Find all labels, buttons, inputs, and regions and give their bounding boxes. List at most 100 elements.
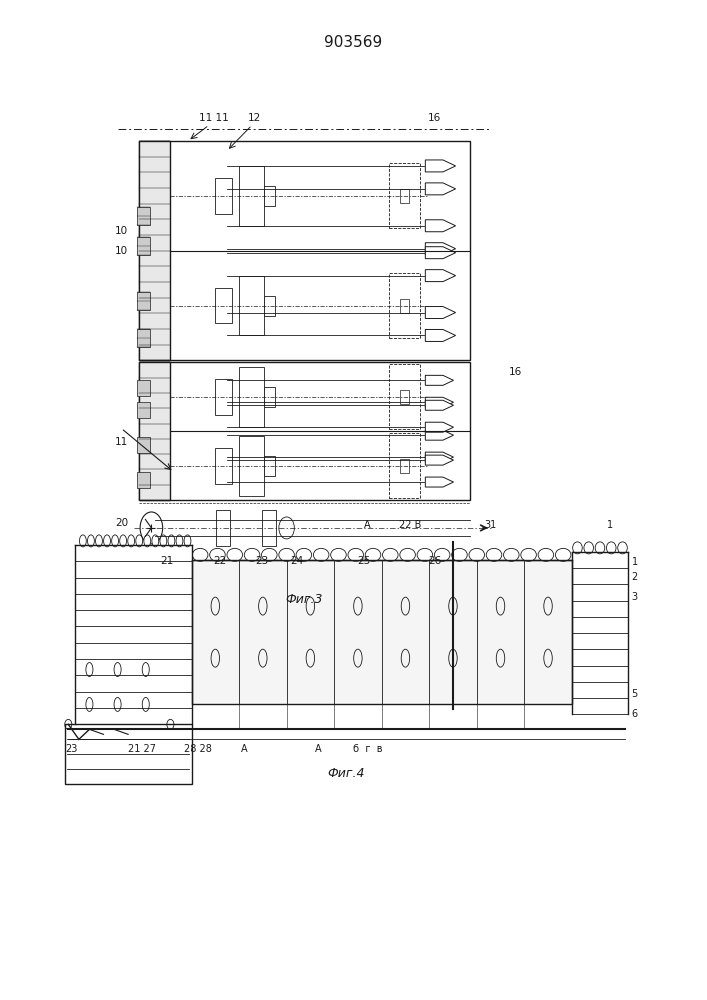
Bar xyxy=(137,380,150,396)
Text: 20: 20 xyxy=(115,518,128,528)
Bar xyxy=(239,276,264,335)
Text: 23: 23 xyxy=(65,744,77,754)
Bar xyxy=(215,288,232,323)
Ellipse shape xyxy=(152,535,159,547)
Bar xyxy=(139,362,170,500)
Text: 26: 26 xyxy=(428,556,441,566)
Text: 24: 24 xyxy=(291,556,304,566)
Ellipse shape xyxy=(486,548,502,561)
Bar xyxy=(215,178,232,214)
Text: A: A xyxy=(315,744,322,754)
Text: Фиг.4: Фиг.4 xyxy=(328,767,366,780)
Text: б  г  в: б г в xyxy=(354,744,383,754)
FancyArrow shape xyxy=(426,307,455,319)
Text: 21: 21 xyxy=(160,556,173,566)
Bar xyxy=(139,141,469,360)
Bar xyxy=(239,367,264,427)
Ellipse shape xyxy=(88,535,94,547)
Text: 28 28: 28 28 xyxy=(185,744,212,754)
Ellipse shape xyxy=(95,535,103,547)
FancyArrow shape xyxy=(426,375,453,385)
Ellipse shape xyxy=(469,548,484,561)
Ellipse shape xyxy=(607,542,616,554)
Text: A: A xyxy=(241,744,247,754)
Bar xyxy=(264,456,274,476)
Bar xyxy=(264,387,274,407)
Bar xyxy=(239,166,264,226)
Ellipse shape xyxy=(417,548,433,561)
Ellipse shape xyxy=(136,535,143,547)
FancyArrow shape xyxy=(426,270,455,282)
FancyArrow shape xyxy=(426,183,455,195)
Text: 3: 3 xyxy=(631,592,638,602)
Ellipse shape xyxy=(584,542,593,554)
Bar xyxy=(137,329,150,347)
Ellipse shape xyxy=(279,548,294,561)
Ellipse shape xyxy=(366,548,381,561)
Ellipse shape xyxy=(227,548,243,561)
FancyArrow shape xyxy=(426,455,453,465)
Bar xyxy=(137,437,150,453)
Text: 10: 10 xyxy=(115,226,128,236)
Bar xyxy=(139,362,469,500)
Bar xyxy=(399,390,409,404)
Ellipse shape xyxy=(79,535,86,547)
Ellipse shape xyxy=(210,548,226,561)
Ellipse shape xyxy=(521,548,537,561)
Ellipse shape xyxy=(313,548,329,561)
Text: 6: 6 xyxy=(631,709,638,719)
Bar xyxy=(215,379,232,415)
FancyArrow shape xyxy=(426,430,453,440)
Bar xyxy=(239,436,264,496)
Ellipse shape xyxy=(192,548,208,561)
Text: 31: 31 xyxy=(485,520,497,530)
FancyArrow shape xyxy=(426,400,453,410)
Text: 1: 1 xyxy=(607,520,613,530)
Text: 12: 12 xyxy=(248,113,262,123)
Ellipse shape xyxy=(104,535,110,547)
Ellipse shape xyxy=(296,548,312,561)
Ellipse shape xyxy=(434,548,450,561)
Circle shape xyxy=(279,517,294,539)
Text: 16: 16 xyxy=(508,367,522,377)
Text: 1: 1 xyxy=(631,557,638,567)
Bar xyxy=(389,364,421,429)
Text: 903569: 903569 xyxy=(325,35,382,50)
Ellipse shape xyxy=(573,542,583,554)
Ellipse shape xyxy=(112,535,119,547)
Ellipse shape xyxy=(400,548,416,561)
FancyArrow shape xyxy=(426,220,455,232)
Bar xyxy=(389,273,421,338)
Text: Фиг.3: Фиг.3 xyxy=(286,593,323,606)
Text: 11 11: 11 11 xyxy=(199,113,229,123)
Text: 22 B: 22 B xyxy=(399,520,421,530)
Ellipse shape xyxy=(503,548,519,561)
Bar xyxy=(399,459,409,473)
Ellipse shape xyxy=(556,548,571,561)
Text: A: A xyxy=(364,520,371,530)
FancyArrow shape xyxy=(426,243,455,255)
Bar xyxy=(264,296,274,316)
FancyArrow shape xyxy=(426,329,455,341)
Ellipse shape xyxy=(538,548,554,561)
Bar xyxy=(215,448,232,484)
Bar xyxy=(137,207,150,225)
Bar xyxy=(264,186,274,206)
Bar xyxy=(399,299,409,313)
FancyArrow shape xyxy=(426,397,453,407)
Bar xyxy=(389,433,421,498)
Ellipse shape xyxy=(176,535,183,547)
Ellipse shape xyxy=(262,548,277,561)
Ellipse shape xyxy=(595,542,604,554)
FancyArrow shape xyxy=(426,160,455,172)
Bar xyxy=(137,402,150,418)
FancyArrow shape xyxy=(426,477,453,487)
Ellipse shape xyxy=(128,535,134,547)
Ellipse shape xyxy=(184,535,191,547)
Text: 11: 11 xyxy=(115,437,128,447)
Ellipse shape xyxy=(168,535,175,547)
Ellipse shape xyxy=(618,542,627,554)
FancyArrow shape xyxy=(426,452,453,462)
Circle shape xyxy=(140,512,163,544)
Text: 22: 22 xyxy=(213,556,226,566)
